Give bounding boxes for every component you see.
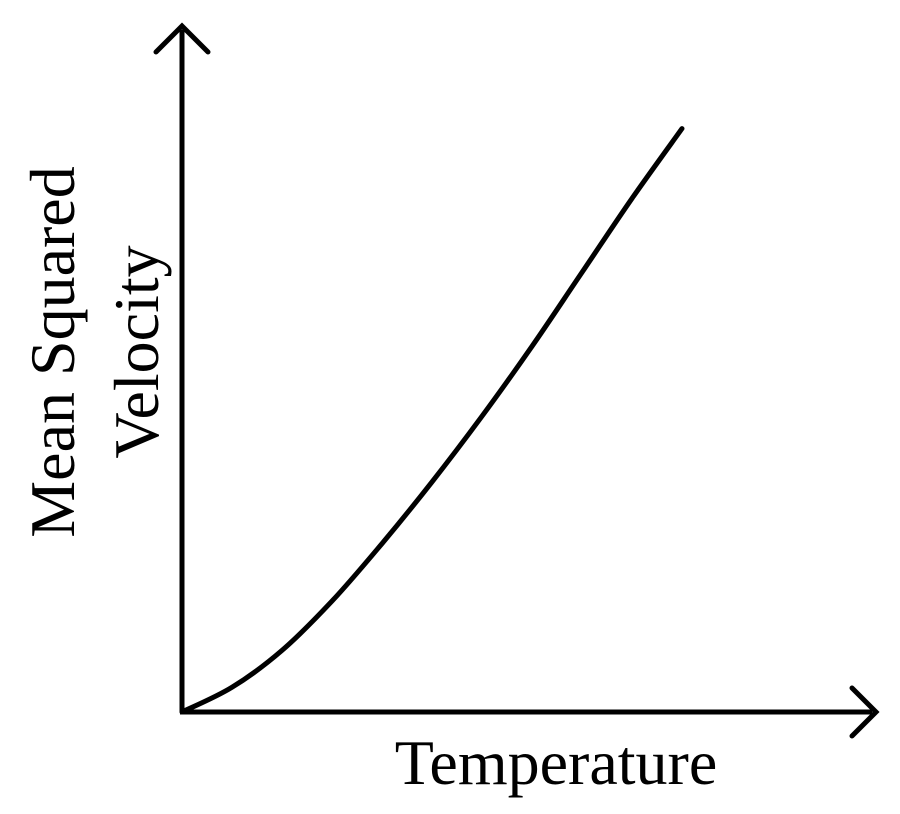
- y-axis-arrow-icon: [153, 22, 211, 55]
- x-axis-arrow-icon: [849, 685, 880, 739]
- y-axis-label-line-2: Velocity: [101, 245, 172, 458]
- x-axis-label: Temperature: [395, 727, 717, 798]
- axes: [153, 22, 880, 739]
- y-axis-label-line-1: Mean Squared: [17, 166, 88, 537]
- series-line: [179, 126, 685, 715]
